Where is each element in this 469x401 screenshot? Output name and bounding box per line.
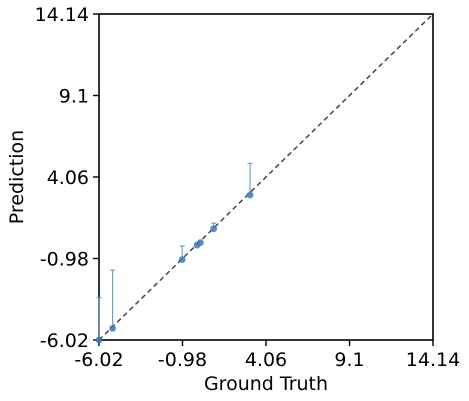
data-point — [178, 256, 186, 264]
x-tick-label: 4.06 — [245, 349, 287, 371]
data-point — [246, 191, 254, 199]
data-point — [109, 324, 116, 332]
y-tick-label: -6.02 — [40, 330, 89, 352]
data-point — [95, 336, 103, 344]
x-tick-label: 14.14 — [406, 349, 460, 371]
plot-area: -6.02 -0.98 4.06 9.1 14.14 -6.02 -0.98 4.06 9.1 1… — [35, 4, 461, 371]
x-tick-label: -0.98 — [158, 349, 207, 371]
identity-reference-line — [98, 13, 434, 341]
data-point — [196, 239, 204, 247]
x-tick-label: 9.1 — [334, 349, 364, 371]
y-tick-label: -0.98 — [40, 249, 89, 271]
data-marks — [95, 162, 254, 344]
data-point — [210, 225, 218, 233]
y-tick-label: 9.1 — [59, 86, 89, 108]
x-tick-label: -6.02 — [74, 349, 123, 371]
y-tick-label: 4.06 — [47, 167, 89, 189]
y-tick-label: 14.14 — [35, 4, 89, 26]
y-axis-label: Prediction — [6, 130, 28, 224]
x-axis-label: Ground Truth — [204, 373, 328, 395]
